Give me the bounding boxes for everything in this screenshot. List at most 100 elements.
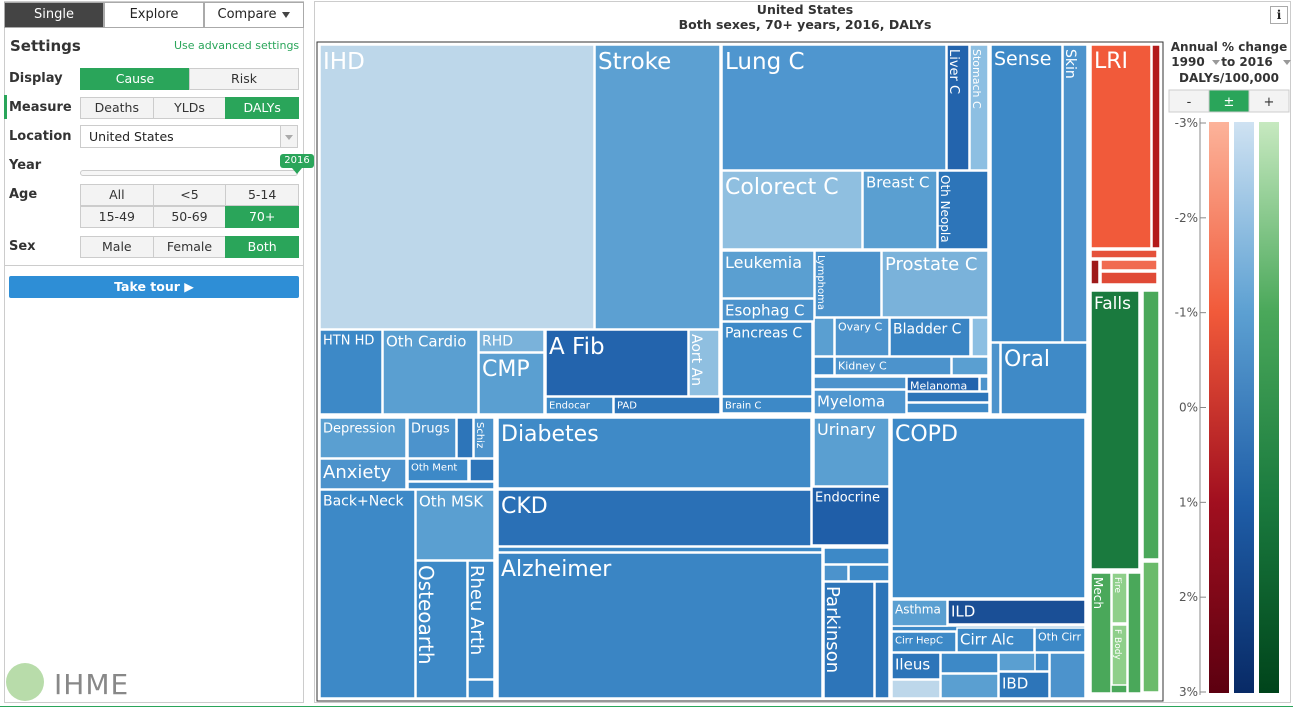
treemap-cell[interactable] <box>813 317 835 357</box>
measure-option[interactable]: Deaths <box>80 97 154 119</box>
treemap-cell[interactable] <box>813 356 835 376</box>
treemap-cell[interactable] <box>545 329 689 397</box>
location-select[interactable]: United States <box>80 125 298 148</box>
tab-single[interactable]: Single <box>4 2 104 28</box>
measure-option[interactable]: DALYs <box>225 97 299 119</box>
treemap-cell[interactable] <box>1090 44 1152 249</box>
treemap-cell[interactable] <box>1034 627 1086 653</box>
treemap-cell[interactable] <box>1111 572 1128 624</box>
treemap-cell[interactable] <box>545 396 614 415</box>
treemap-cell[interactable] <box>1142 290 1160 560</box>
treemap-cell[interactable] <box>1151 44 1161 249</box>
treemap-cell[interactable] <box>319 44 595 330</box>
treemap-cell[interactable] <box>891 631 957 653</box>
treemap-cell[interactable] <box>990 342 1001 415</box>
advanced-link[interactable]: Use advanced settings <box>174 39 300 52</box>
treemap-cell[interactable] <box>1142 561 1160 693</box>
treemap-cell[interactable] <box>613 396 721 415</box>
age-option[interactable]: <5 <box>152 184 227 206</box>
treemap-cell[interactable] <box>1090 572 1112 694</box>
treemap-cell[interactable] <box>1090 290 1140 570</box>
treemap-cell[interactable] <box>1062 44 1088 343</box>
treemap-cell[interactable] <box>823 581 875 699</box>
treemap-cell[interactable] <box>813 389 907 415</box>
measure-option[interactable]: YLDs <box>152 97 227 119</box>
treemap-cell[interactable] <box>415 560 468 699</box>
treemap-cell[interactable] <box>823 564 849 582</box>
treemap-cell[interactable] <box>1100 271 1158 285</box>
treemap-cell[interactable] <box>497 489 812 547</box>
treemap-cell[interactable] <box>415 489 495 561</box>
age-option[interactable]: 15-49 <box>80 206 154 228</box>
treemap-cell[interactable] <box>407 417 457 459</box>
treemap-cell[interactable] <box>469 458 495 482</box>
treemap-cell[interactable] <box>951 356 989 376</box>
treemap-cell[interactable] <box>990 44 1063 343</box>
sex-option[interactable]: Female <box>152 236 227 258</box>
treemap-cell[interactable] <box>407 458 469 482</box>
treemap-cell[interactable] <box>811 486 890 546</box>
treemap-cell[interactable] <box>891 679 941 699</box>
legend-button[interactable] <box>1248 89 1290 113</box>
treemap-cell[interactable] <box>478 352 545 415</box>
treemap-cell[interactable] <box>1100 259 1158 271</box>
treemap-cell[interactable] <box>1090 249 1158 259</box>
treemap-cell[interactable] <box>971 317 989 357</box>
age-option[interactable]: 5-14 <box>225 184 299 206</box>
treemap-cell[interactable] <box>467 679 495 699</box>
treemap-cell[interactable] <box>813 417 890 487</box>
treemap-cell[interactable] <box>891 652 941 680</box>
treemap-cell[interactable] <box>721 298 815 322</box>
treemap-cell[interactable] <box>969 44 989 171</box>
treemap-cell[interactable] <box>319 417 407 459</box>
treemap-cell[interactable] <box>721 250 815 299</box>
treemap-cell[interactable] <box>473 417 495 459</box>
treemap-cell[interactable] <box>906 402 990 414</box>
tour-button[interactable]: Take tour ▶ <box>9 276 299 298</box>
tab-explore[interactable]: Explore <box>104 2 204 28</box>
treemap-cell[interactable] <box>1111 624 1128 686</box>
treemap-cell[interactable] <box>319 458 407 490</box>
treemap-cell[interactable] <box>1090 259 1100 285</box>
treemap-cell[interactable] <box>956 627 1035 653</box>
tab-compare[interactable]: Compare <box>204 2 304 28</box>
treemap-cell[interactable] <box>497 546 823 553</box>
treemap-cell[interactable] <box>906 376 980 392</box>
treemap-cell[interactable] <box>407 481 495 490</box>
legend-button-label[interactable]: ± <box>1224 95 1235 110</box>
treemap-cell[interactable] <box>382 329 479 415</box>
treemap-cell[interactable] <box>874 581 890 699</box>
treemap-cell[interactable] <box>891 599 948 627</box>
treemap-cell[interactable] <box>946 44 970 171</box>
treemap-cell[interactable] <box>848 564 890 582</box>
treemap-cell[interactable] <box>940 652 999 674</box>
treemap-cell[interactable] <box>889 317 971 357</box>
treemap-cell[interactable] <box>1127 572 1142 694</box>
treemap-cell[interactable] <box>940 673 999 699</box>
age-option[interactable]: 70+ <box>225 206 299 228</box>
age-option[interactable]: 50-69 <box>152 206 227 228</box>
treemap-cell[interactable] <box>1000 342 1088 415</box>
treemap-cell[interactable] <box>497 552 823 699</box>
age-option[interactable]: All <box>80 184 154 206</box>
treemap-cell[interactable] <box>467 560 495 680</box>
treemap-cell[interactable] <box>998 671 1050 699</box>
treemap-cell[interactable] <box>497 417 812 489</box>
treemap-cell[interactable] <box>721 396 813 414</box>
treemap-cell[interactable] <box>937 170 989 250</box>
treemap-cell[interactable] <box>1034 652 1050 672</box>
treemap-cell[interactable] <box>721 170 863 250</box>
info-button[interactable]: i <box>1270 6 1288 24</box>
treemap-cell[interactable] <box>834 356 952 376</box>
dropdown-arrow[interactable] <box>1283 60 1291 65</box>
treemap-cell[interactable] <box>906 391 990 403</box>
sex-option[interactable]: Both <box>225 236 299 258</box>
treemap-cell[interactable] <box>594 44 721 330</box>
treemap-cell[interactable] <box>814 250 882 318</box>
sex-option[interactable]: Male <box>80 236 154 258</box>
treemap-cell[interactable] <box>319 489 416 699</box>
dropdown-arrow[interactable] <box>1212 60 1220 65</box>
year-badge[interactable]: 2016 <box>280 154 314 168</box>
treemap-cell[interactable] <box>1049 652 1086 699</box>
treemap-cell[interactable] <box>881 250 989 318</box>
